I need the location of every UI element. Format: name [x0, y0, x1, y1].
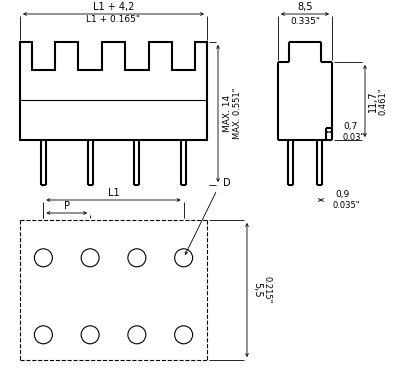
Text: L1: L1 — [108, 188, 119, 198]
Text: P: P — [64, 201, 70, 211]
Text: 11,7: 11,7 — [368, 90, 378, 112]
Text: MAX. 14: MAX. 14 — [224, 95, 232, 132]
Text: 0.335": 0.335" — [290, 16, 320, 26]
Text: 0.03": 0.03" — [343, 132, 365, 141]
Text: 5,5: 5,5 — [252, 282, 262, 298]
Text: 0.035": 0.035" — [332, 200, 360, 210]
Text: MAX. 0.551": MAX. 0.551" — [234, 88, 242, 139]
Text: 0,9: 0,9 — [335, 190, 349, 200]
Text: 8,5: 8,5 — [297, 2, 313, 12]
Text: L1 + 0.165": L1 + 0.165" — [86, 16, 140, 24]
Text: 0,7: 0,7 — [343, 122, 357, 131]
Text: D: D — [223, 178, 231, 188]
Text: L1 + 4,2: L1 + 4,2 — [93, 2, 134, 12]
Text: 0.215": 0.215" — [262, 276, 272, 304]
Text: 0.461": 0.461" — [378, 87, 388, 115]
